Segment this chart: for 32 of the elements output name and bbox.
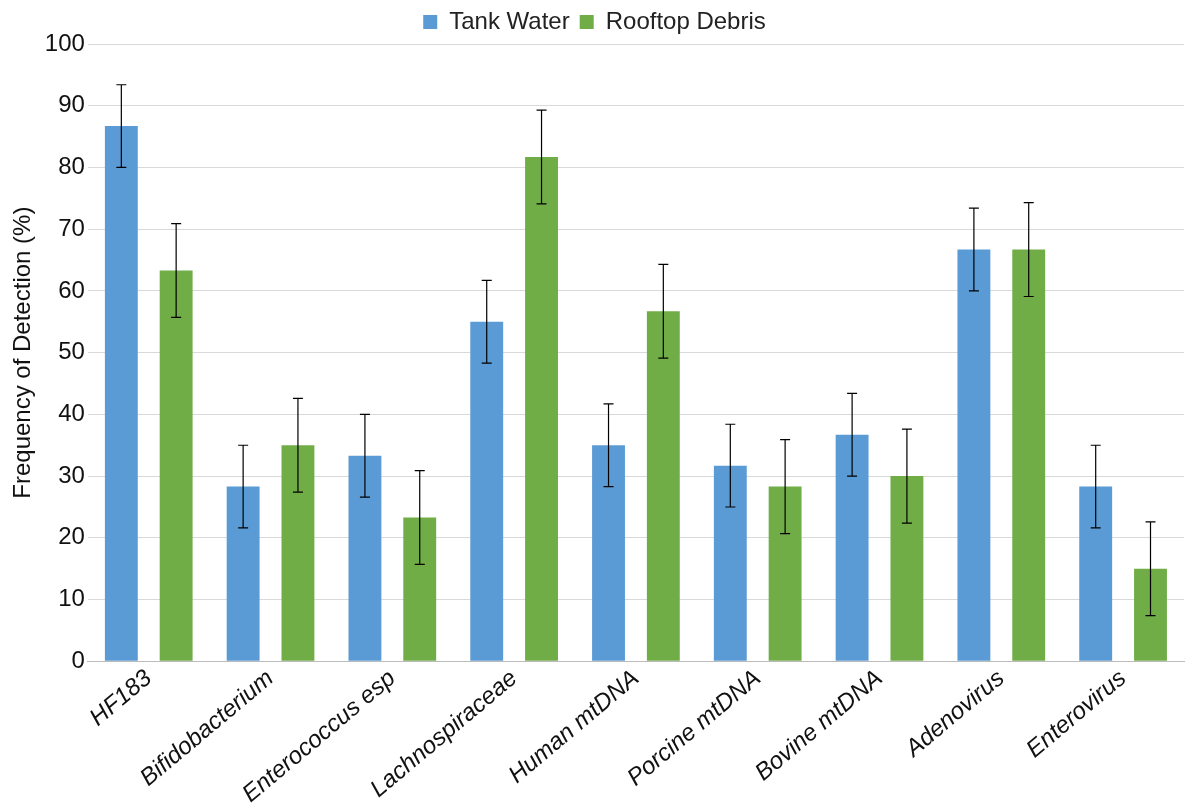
bar: [1012, 249, 1046, 661]
bar: [835, 434, 869, 661]
bar: [281, 445, 315, 661]
bar: [646, 311, 680, 661]
y-tick-label: 80: [58, 152, 85, 180]
bar: [1134, 568, 1167, 661]
bar: [1079, 486, 1113, 661]
bar: [104, 126, 138, 661]
y-tick-label: 30: [58, 460, 85, 488]
bar: [768, 486, 802, 661]
bar: [226, 486, 260, 661]
y-tick-label: 10: [58, 584, 85, 612]
y-tick-label: 40: [58, 399, 85, 427]
y-tick-label: 20: [58, 522, 85, 550]
bar: [525, 156, 558, 661]
y-axis-title: Frequency of Detection (%): [8, 206, 36, 499]
bar: [592, 445, 625, 661]
y-tick-label: 100: [44, 28, 85, 56]
legend-label: Tank Water: [449, 6, 570, 34]
y-tick-label: 60: [58, 275, 85, 303]
bar: [470, 321, 504, 661]
bar: [403, 517, 437, 661]
y-tick-label: 50: [58, 337, 85, 365]
bar: [348, 455, 382, 661]
y-tick-label: 90: [58, 90, 85, 118]
bar: [713, 465, 747, 661]
y-tick-label: 70: [58, 213, 85, 241]
bar: [957, 249, 991, 661]
bar: [159, 270, 193, 661]
bar: [890, 476, 924, 661]
y-tick-label: 0: [71, 645, 85, 673]
legend-label: Rooftop Debris: [605, 6, 766, 34]
